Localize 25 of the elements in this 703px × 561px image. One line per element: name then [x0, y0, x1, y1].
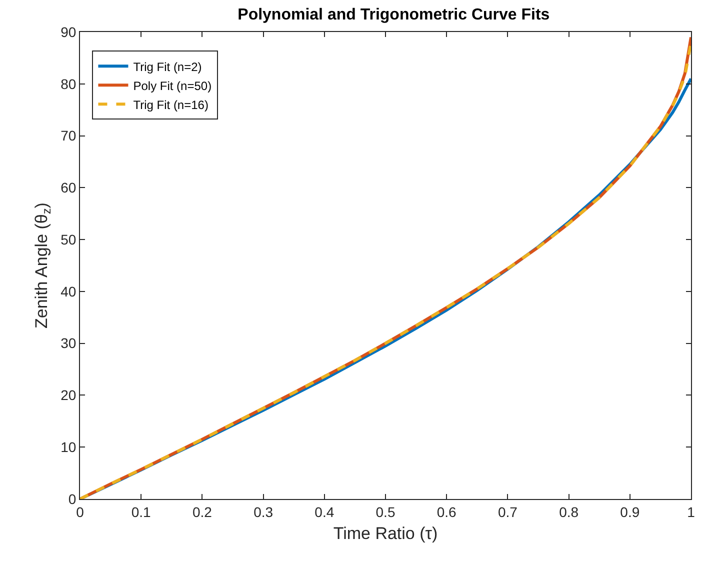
- legend-label: Poly Fit (n=50): [133, 78, 212, 93]
- x-tick-label: 0.4: [314, 504, 334, 520]
- x-tick-label: 0.6: [436, 504, 457, 520]
- y-tick-label: 70: [60, 128, 76, 144]
- y-tick-label: 80: [60, 76, 76, 92]
- x-tick-label: 0.3: [254, 504, 274, 520]
- y-tick-label: 90: [60, 24, 76, 40]
- y-tick-label: 30: [60, 335, 76, 352]
- y-tick-label: 10: [60, 439, 76, 456]
- x-tick-label: 0.1: [131, 504, 152, 520]
- y-tick-label: 60: [60, 180, 76, 196]
- x-tick-label: 0.2: [192, 504, 212, 520]
- legend-label: Trig Fit (n=2): [133, 60, 202, 74]
- x-tick-label: 0.7: [498, 504, 518, 520]
- y-tick-label: 0: [68, 490, 76, 507]
- y-tick-label: 40: [60, 283, 76, 300]
- x-tick-label: 0.5: [376, 504, 396, 520]
- x-tick-label: 0.8: [559, 504, 579, 520]
- legend-label: Trig Fit (n=16): [133, 98, 208, 112]
- x-axis-title: Time Ratio (τ): [333, 524, 438, 544]
- y-tick-label: 50: [60, 231, 76, 248]
- y-tick-label: 20: [60, 387, 76, 404]
- x-tick-label: 0.9: [620, 504, 640, 520]
- chart-title: Polynomial and Trigonometric Curve Fits: [238, 6, 550, 24]
- x-tick-label: 1: [687, 504, 696, 520]
